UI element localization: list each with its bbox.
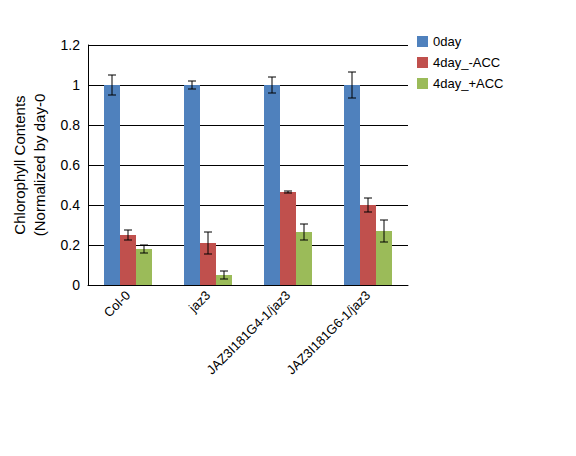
svg-text:0.4: 0.4: [61, 197, 81, 213]
svg-text:JAZ3I181G6-1/jaz3: JAZ3I181G6-1/jaz3: [284, 288, 374, 378]
svg-text:0.6: 0.6: [61, 157, 81, 173]
svg-text:1.2: 1.2: [61, 37, 81, 53]
svg-text:Chlorophyll Contents: Chlorophyll Contents: [11, 95, 28, 234]
svg-text:1: 1: [72, 77, 80, 93]
svg-text:4day_+ACC: 4day_+ACC: [433, 76, 503, 91]
svg-text:0.2: 0.2: [61, 237, 81, 253]
svg-text:Col-0: Col-0: [101, 288, 134, 321]
svg-text:JAZ3I181G4-1/jaz3: JAZ3I181G4-1/jaz3: [204, 288, 294, 378]
svg-text:0day: 0day: [433, 34, 462, 49]
svg-text:0.8: 0.8: [61, 117, 81, 133]
svg-text:jaz3: jaz3: [185, 288, 213, 316]
svg-text:(Normalized by day-0: (Normalized by day-0: [31, 94, 48, 237]
svg-text:0: 0: [72, 277, 80, 293]
svg-text:4day_-ACC: 4day_-ACC: [433, 55, 500, 70]
